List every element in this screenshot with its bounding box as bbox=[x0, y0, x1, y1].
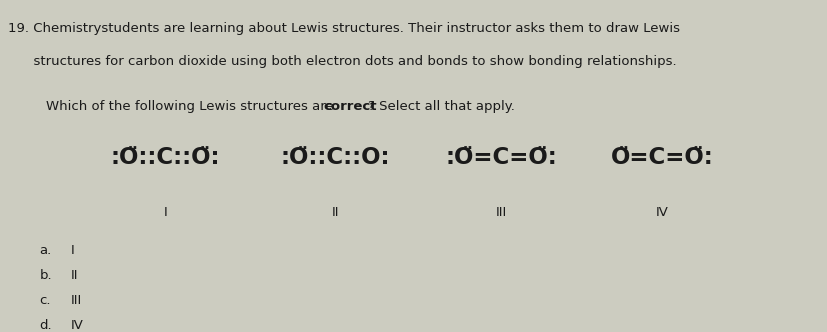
Text: IV: IV bbox=[655, 206, 668, 219]
Text: a.: a. bbox=[40, 244, 52, 257]
Text: ? Select all that apply.: ? Select all that apply. bbox=[367, 100, 514, 113]
Text: correct: correct bbox=[323, 100, 376, 113]
Text: d.: d. bbox=[40, 319, 52, 332]
Text: :Ö::C::Ö:: :Ö::C::Ö: bbox=[111, 146, 220, 169]
Text: IV: IV bbox=[70, 319, 84, 332]
Text: 19. Chemistrystudents are learning about Lewis structures. Their instructor asks: 19. Chemistrystudents are learning about… bbox=[8, 22, 680, 35]
Text: II: II bbox=[331, 206, 339, 219]
Text: c.: c. bbox=[40, 294, 51, 307]
Text: Which of the following Lewis structures are: Which of the following Lewis structures … bbox=[45, 100, 337, 113]
Text: II: II bbox=[70, 269, 78, 282]
Text: Ö=C=Ö:: Ö=C=Ö: bbox=[610, 146, 713, 169]
Text: structures for carbon dioxide using both electron dots and bonds to show bonding: structures for carbon dioxide using both… bbox=[8, 55, 676, 68]
Text: :Ö=C=Ö:: :Ö=C=Ö: bbox=[445, 146, 556, 169]
Text: III: III bbox=[70, 294, 82, 307]
Text: :Ö::C::O:: :Ö::C::O: bbox=[280, 146, 390, 169]
Text: I: I bbox=[70, 244, 74, 257]
Text: I: I bbox=[164, 206, 167, 219]
Text: b.: b. bbox=[40, 269, 52, 282]
Text: III: III bbox=[495, 206, 506, 219]
